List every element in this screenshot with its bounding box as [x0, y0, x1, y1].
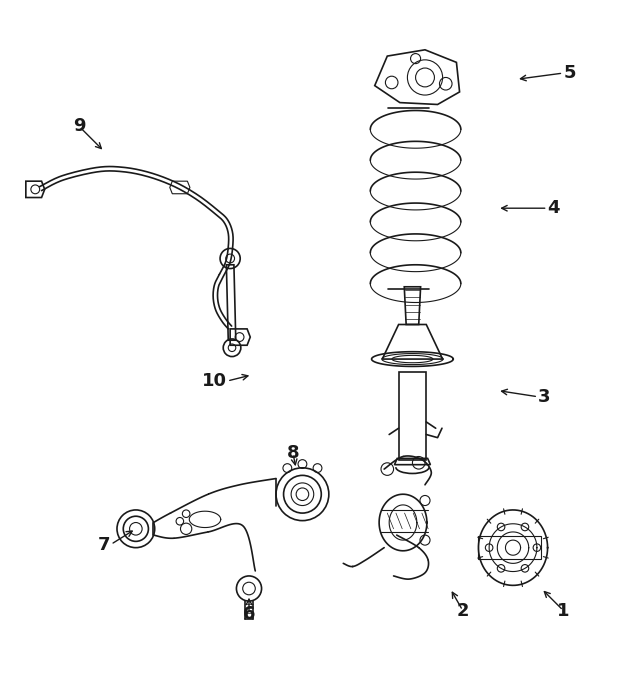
- Text: 9: 9: [73, 118, 86, 136]
- Text: 4: 4: [547, 199, 560, 217]
- Text: 3: 3: [538, 388, 551, 406]
- Text: 2: 2: [457, 602, 469, 620]
- Text: 8: 8: [287, 444, 299, 462]
- Text: 1: 1: [557, 602, 570, 620]
- Text: 6: 6: [243, 605, 255, 622]
- Text: 7: 7: [98, 536, 111, 554]
- Text: 10: 10: [202, 372, 227, 390]
- Text: 5: 5: [563, 64, 576, 82]
